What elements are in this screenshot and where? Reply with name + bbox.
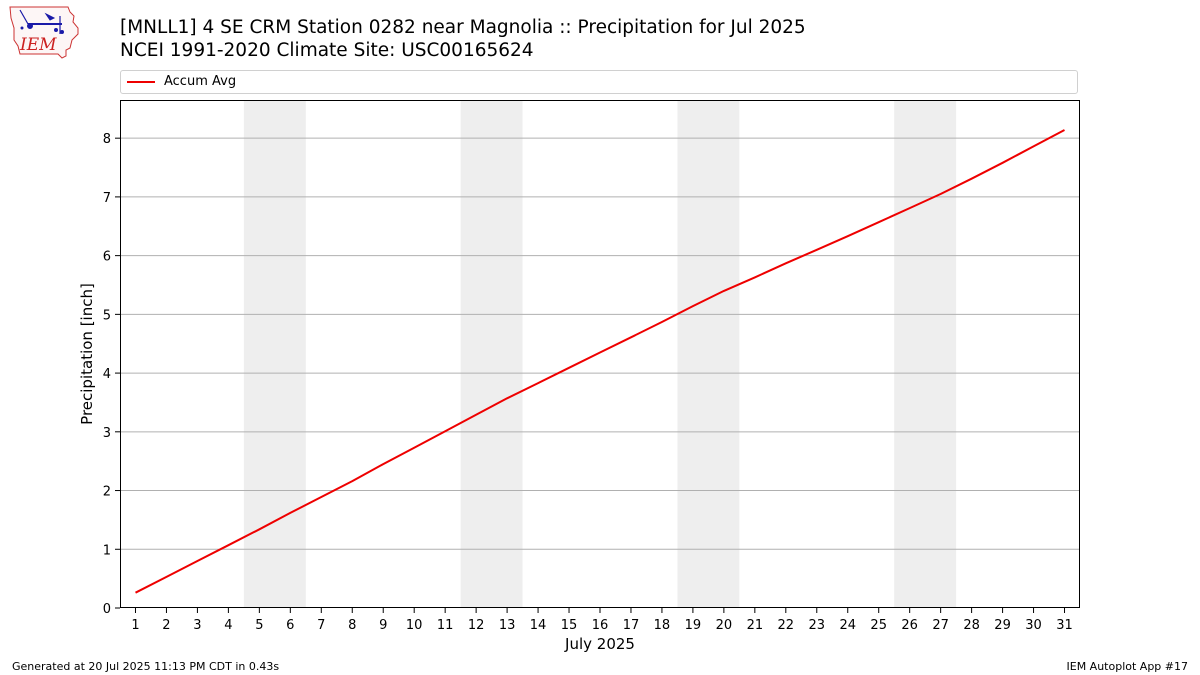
x-tick-label-12: 12 — [468, 618, 485, 633]
y-tick-label-2: 2 — [103, 485, 111, 500]
y-tick-label-3: 3 — [103, 426, 111, 441]
x-tick-label-29: 29 — [994, 618, 1011, 633]
y-tick-label-7: 7 — [103, 191, 111, 206]
weekend-band-3 — [677, 100, 740, 608]
weekend-band-2 — [460, 100, 523, 608]
x-tick-label-21: 21 — [747, 618, 764, 633]
x-tick-label-20: 20 — [716, 618, 733, 633]
plot-frame — [120, 100, 1080, 608]
x-tick-label-8: 8 — [348, 618, 356, 633]
x-tick-label-31: 31 — [1056, 618, 1073, 633]
iowa-map-outline-icon — [9, 6, 79, 59]
y-tick-label-5: 5 — [103, 308, 111, 323]
x-tick-label-1: 1 — [131, 618, 139, 633]
x-tick-label-27: 27 — [932, 618, 949, 633]
weather-station-icon — [19, 9, 64, 34]
x-tick-label-19: 19 — [685, 618, 702, 633]
x-tick-label-10: 10 — [406, 618, 423, 633]
y-tick-label-0: 0 — [103, 602, 111, 617]
x-tick-label-28: 28 — [963, 618, 980, 633]
x-axis-label: July 2025 — [564, 635, 635, 653]
x-tick-label-22: 22 — [778, 618, 795, 633]
x-tick-label-30: 30 — [1025, 618, 1042, 633]
x-tick-label-5: 5 — [255, 618, 263, 633]
x-tick-label-18: 18 — [654, 618, 671, 633]
weekend-band-4 — [894, 100, 957, 608]
y-tick-label-6: 6 — [103, 250, 111, 265]
y-tick-label-4: 4 — [103, 367, 111, 382]
x-tick-label-16: 16 — [592, 618, 609, 633]
legend: Accum Avg — [120, 70, 1078, 94]
chart-subtitle: NCEI 1991-2020 Climate Site: USC00165624 — [120, 40, 534, 61]
chart-title: [MNLL1] 4 SE CRM Station 0282 near Magno… — [120, 17, 806, 38]
footer-generated: Generated at 20 Jul 2025 11:13 PM CDT in… — [12, 660, 280, 673]
footer-app: IEM Autoplot App #17 — [1066, 660, 1189, 673]
iem-logo: IEM — [9, 6, 79, 59]
x-tick-label-25: 25 — [870, 618, 887, 633]
y-tick-label-8: 8 — [103, 132, 111, 147]
x-tick-label-14: 14 — [530, 618, 547, 633]
x-tick-label-26: 26 — [901, 618, 918, 633]
x-tick-label-3: 3 — [193, 618, 201, 633]
legend-label-accum-avg: Accum Avg — [164, 74, 237, 89]
x-tick-label-24: 24 — [839, 618, 856, 633]
x-tick-label-13: 13 — [499, 618, 516, 633]
x-tick-label-23: 23 — [809, 618, 826, 633]
x-tick-label-7: 7 — [317, 618, 325, 633]
logo-text: IEM — [19, 35, 57, 55]
series-line-accum-avg — [135, 129, 1065, 594]
y-tick-label-1: 1 — [103, 543, 111, 558]
x-tick-label-6: 6 — [286, 618, 294, 633]
x-tick-label-9: 9 — [379, 618, 387, 633]
x-tick-label-4: 4 — [224, 618, 232, 633]
x-tick-label-17: 17 — [623, 618, 640, 633]
legend-line-swatch — [127, 81, 155, 83]
x-tick-label-2: 2 — [162, 618, 170, 633]
y-axis-label: Precipitation [inch] — [78, 283, 96, 425]
x-tick-label-11: 11 — [437, 618, 454, 633]
x-tick-label-15: 15 — [561, 618, 578, 633]
weekend-band-1 — [243, 100, 306, 608]
